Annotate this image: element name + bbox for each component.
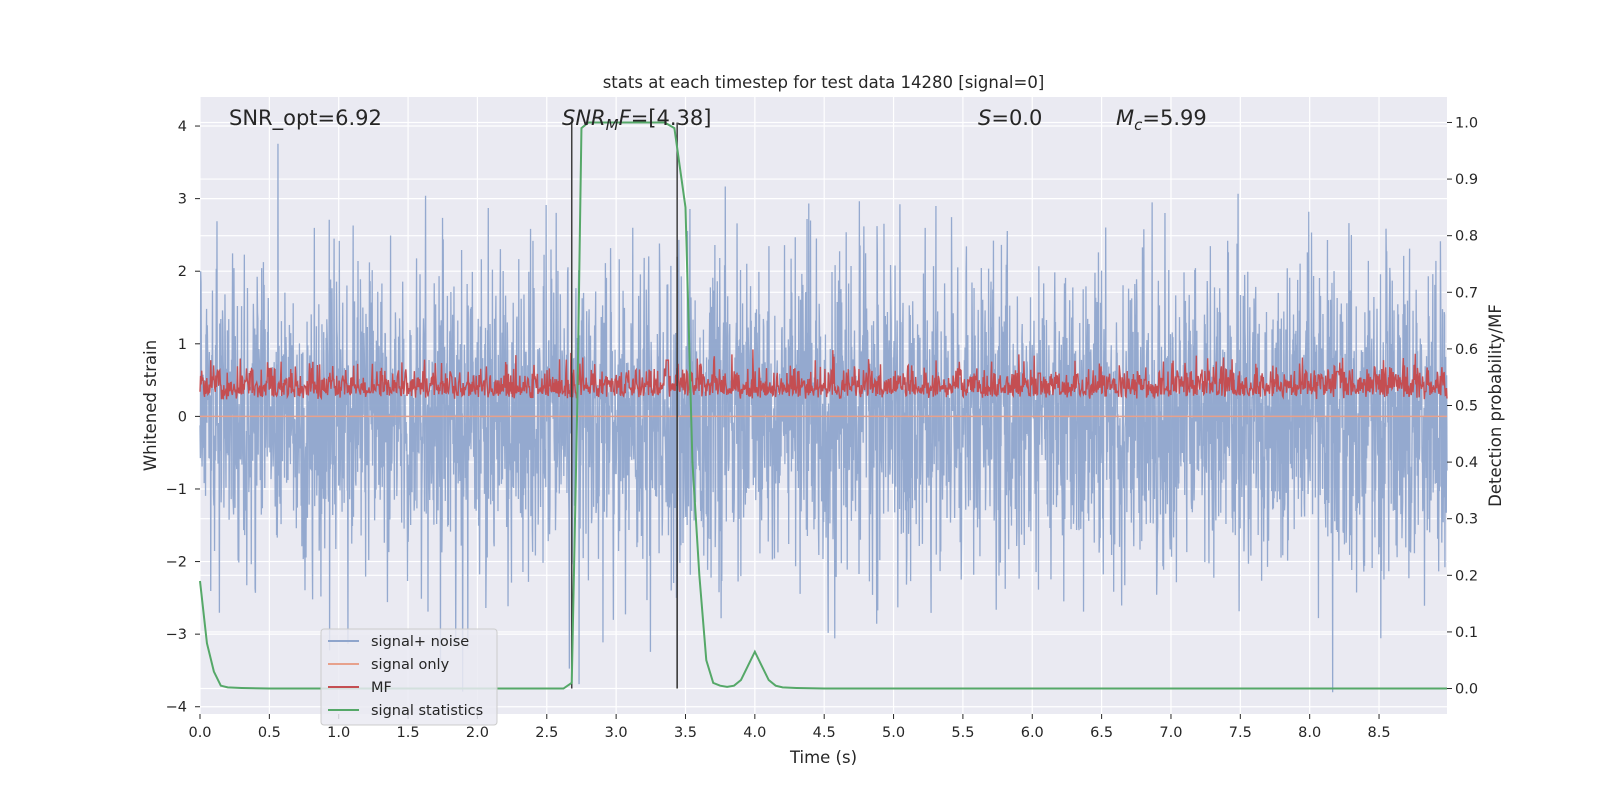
y-tick-label-right: 0.8: [1455, 229, 1478, 245]
y-tick-label-right: 0.4: [1455, 455, 1478, 471]
annotation-snr-mf-value: =[4.38]: [631, 106, 712, 130]
x-tick-label: 2.0: [466, 725, 489, 741]
series-signal-noise: [199, 143, 1448, 693]
y-tick-label-right: 0.6: [1455, 342, 1478, 358]
ticks: 0.0 0.5 1.0 1.5 2.0 2.5 3.0 3.5 4.0 4.5 5.0 5.5 6.0 6…: [166, 115, 1478, 741]
series-line-signal-noise: [199, 143, 1448, 693]
x-tick-label: 5.5: [951, 725, 974, 741]
x-tick-label: 8.0: [1298, 725, 1321, 741]
annotation-s-symbol: S: [978, 106, 991, 130]
annotation-mc: Mc=5.99: [1116, 106, 1207, 134]
annotation-mc-subscript: c: [1134, 116, 1143, 134]
x-tick-label: 3.0: [605, 725, 628, 741]
x-tick-label: 7.5: [1229, 725, 1252, 741]
y-tick-label-left: 4: [178, 119, 187, 135]
y-tick-label-right: 0.0: [1455, 682, 1478, 698]
y-tick-label-left: −2: [166, 555, 187, 571]
x-tick-label: 0.0: [188, 725, 211, 741]
x-tick-label: 8.5: [1368, 725, 1391, 741]
annotation-s-value: =0.0: [991, 106, 1042, 130]
x-tick-label: 2.5: [535, 725, 558, 741]
y-tick-label-left: 2: [178, 264, 187, 280]
x-tick-label: 1.0: [327, 725, 350, 741]
y-tick-label-left: −4: [166, 700, 187, 716]
annotation-snr-mf: SNRMF=[4.38]: [562, 106, 711, 134]
x-tick-label: 6.5: [1090, 725, 1113, 741]
y-tick-label-right: 0.3: [1455, 512, 1478, 528]
y-tick-label-right: 0.9: [1455, 172, 1478, 188]
y-axis-label-left: Whitened strain: [141, 340, 160, 471]
legend-label-signal-only: signal only: [371, 657, 450, 673]
x-axis-label: Time (s): [789, 748, 857, 767]
legend-label-signal-noise: signal+ noise: [371, 634, 469, 650]
y-tick-label-left: 3: [178, 192, 187, 208]
y-tick-label-right: 0.7: [1455, 285, 1478, 301]
y-tick-label-right: 0.5: [1455, 399, 1478, 415]
y-tick-label-right: 1.0: [1455, 115, 1478, 131]
annotation-snr-mf-subscript: M: [606, 116, 619, 134]
y-tick-label-left: −3: [166, 627, 187, 643]
chart-title: stats at each timestep for test data 142…: [603, 73, 1045, 92]
y-tick-label-left: −1: [166, 482, 187, 498]
y-tick-label-left: 0: [178, 409, 187, 425]
y-tick-label-right: 0.2: [1455, 568, 1478, 584]
vertical-lines: [570, 122, 678, 689]
x-tick-label: 6.0: [1021, 725, 1044, 741]
x-tick-label: 7.0: [1159, 725, 1182, 741]
series-mf: [199, 349, 1448, 401]
x-tick-label: 3.5: [674, 725, 697, 741]
y-tick-label-left: 1: [178, 337, 187, 353]
series-line-mf: [199, 349, 1448, 401]
x-tick-label: 5.0: [882, 725, 905, 741]
x-tick-label: 1.5: [397, 725, 420, 741]
legend-label-signal-statistics: signal statistics: [371, 703, 483, 719]
annotation-snr-mf-f: F: [619, 106, 632, 130]
y-axis-label-right: Detection probability/MF: [1486, 304, 1505, 507]
x-tick-label: 4.0: [743, 725, 766, 741]
x-tick-label: 0.5: [258, 725, 281, 741]
annotation-mc-symbol: M: [1116, 106, 1134, 130]
annotation-snr-mf-symbol: SNR: [562, 106, 606, 130]
annotation-snr-opt: SNR_opt=6.92: [229, 106, 382, 131]
annotation-mc-value: =5.99: [1142, 106, 1206, 130]
x-tick-label: 4.5: [813, 725, 836, 741]
y-tick-label-right: 0.1: [1455, 625, 1478, 641]
annotation-s: S=0.0: [978, 106, 1042, 130]
legend-label-mf: MF: [371, 680, 392, 696]
legend: signal+ noise signal only MF signal stat…: [320, 628, 498, 726]
legend-box: [320, 628, 498, 726]
